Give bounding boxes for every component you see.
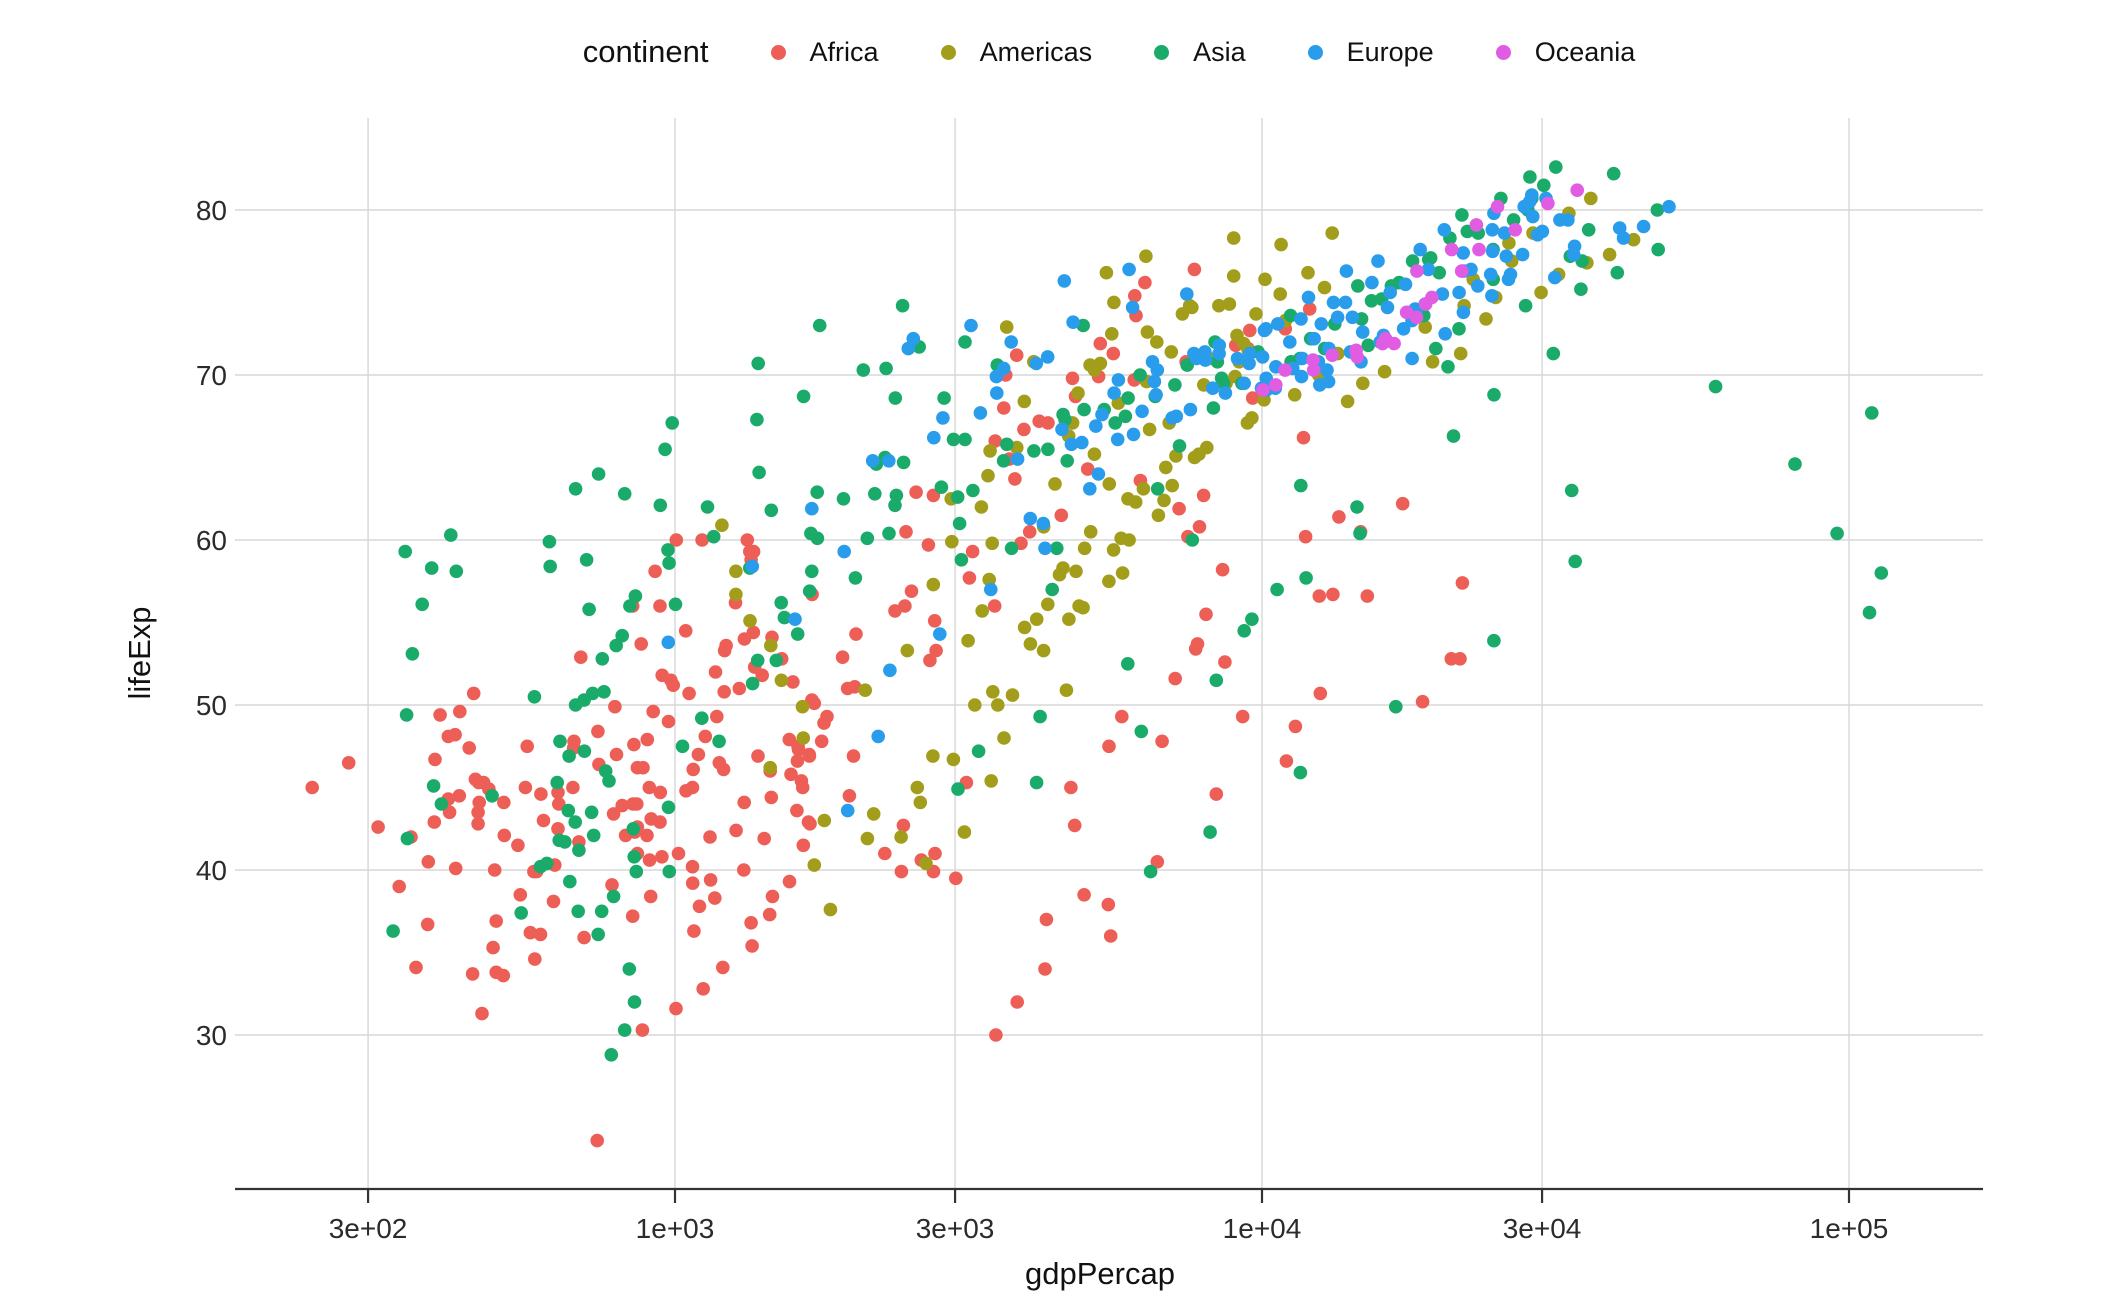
legend: continent Africa Americas Asia Europe Oc…	[235, 34, 1983, 70]
legend-item-oceania: Oceania	[1495, 36, 1636, 68]
legend-item-asia: Asia	[1154, 37, 1246, 68]
legend-swatch-europe-icon	[1307, 44, 1323, 60]
svg-text:30: 30	[196, 1020, 227, 1051]
legend-label-americas: Americas	[979, 36, 1093, 67]
svg-text:1e+05: 1e+05	[1810, 1213, 1889, 1244]
legend-swatch-asia-icon	[1154, 44, 1170, 60]
legend-label-oceania: Oceania	[1534, 36, 1636, 67]
legend-swatch-americas-icon	[940, 44, 956, 60]
svg-text:1e+03: 1e+03	[636, 1213, 715, 1244]
legend-item-africa: Africa	[770, 36, 879, 68]
svg-text:40: 40	[196, 855, 227, 886]
svg-text:50: 50	[196, 690, 227, 721]
svg-text:3e+02: 3e+02	[329, 1213, 408, 1244]
svg-text:1e+04: 1e+04	[1223, 1213, 1302, 1244]
legend-item-europe: Europe	[1307, 36, 1434, 68]
legend-swatch-africa-icon	[770, 44, 786, 60]
x-axis-title: gdpPercap	[1025, 1256, 1175, 1291]
svg-text:60: 60	[196, 525, 227, 556]
legend-title: continent	[582, 34, 709, 69]
legend-swatch-oceania-icon	[1495, 44, 1511, 60]
svg-text:80: 80	[196, 195, 227, 226]
gridlines	[235, 118, 1983, 1189]
axes: 3e+02 1e+03 3e+03 1e+04 3e+04 1e+05 30 40 50 60 70…	[196, 195, 1983, 1244]
legend-label-europe: Europe	[1346, 36, 1434, 67]
y-axis-title: lifeExp	[122, 606, 157, 699]
data-points	[305, 160, 1889, 1148]
legend-label-asia: Asia	[1193, 36, 1246, 67]
legend-label-africa: Africa	[809, 36, 879, 67]
svg-text:3e+04: 3e+04	[1503, 1213, 1582, 1244]
legend-item-americas: Americas	[940, 36, 1093, 68]
svg-text:70: 70	[196, 360, 227, 391]
svg-text:3e+03: 3e+03	[916, 1213, 995, 1244]
